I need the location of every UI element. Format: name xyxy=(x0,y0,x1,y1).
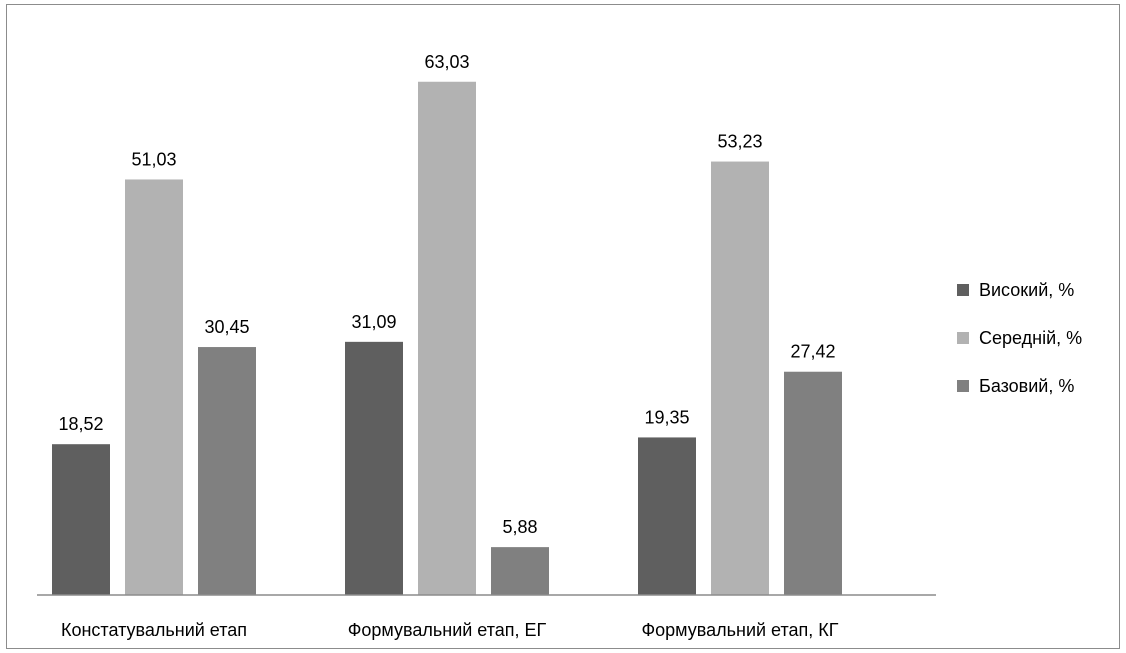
category-label-3: Формувальний етап, КГ xyxy=(641,620,838,640)
chart-frame xyxy=(6,4,1120,649)
category-label-2: Формувальний етап, ЕГ xyxy=(348,620,547,640)
bar-2-2 xyxy=(418,81,476,595)
data-label-1-1: 18,52 xyxy=(58,414,103,434)
data-label-2-2: 63,03 xyxy=(424,52,469,72)
data-label-3-1: 19,35 xyxy=(644,407,689,427)
bar-1-1 xyxy=(52,444,110,595)
legend-label-1: Високий, % xyxy=(979,280,1074,300)
value-labels-group: 18,52 51,03 30,45 31,09 63,03 5,88 19,35 53,23 2… xyxy=(58,52,835,537)
data-label-1-2: 51,03 xyxy=(131,149,176,169)
legend-label-2: Середній, % xyxy=(979,328,1082,348)
legend-label-3: Базовий, % xyxy=(979,376,1074,396)
bar-3-3 xyxy=(784,371,842,595)
bar-2-1 xyxy=(345,341,403,595)
bar-3-1 xyxy=(638,437,696,595)
bar-1-2 xyxy=(125,179,183,595)
data-label-2-3: 5,88 xyxy=(502,517,537,537)
category-label-1: Констатувальний етап xyxy=(61,620,247,640)
bar-2-3 xyxy=(491,547,549,595)
category-labels-group: Констатувальний етап Формувальний етап, Е… xyxy=(61,620,839,640)
legend: Високий, % Середній, % Базовий, % xyxy=(957,280,1082,396)
data-label-2-1: 31,09 xyxy=(351,312,396,332)
bar-1-3 xyxy=(198,347,256,595)
legend-swatch-1 xyxy=(957,284,969,296)
data-label-3-3: 27,42 xyxy=(790,342,835,362)
data-label-1-3: 30,45 xyxy=(204,317,249,337)
legend-swatch-3 xyxy=(957,380,969,392)
legend-swatch-2 xyxy=(957,332,969,344)
bar-3-2 xyxy=(711,161,769,595)
bars-group xyxy=(52,81,842,595)
data-label-3-2: 53,23 xyxy=(717,132,762,152)
